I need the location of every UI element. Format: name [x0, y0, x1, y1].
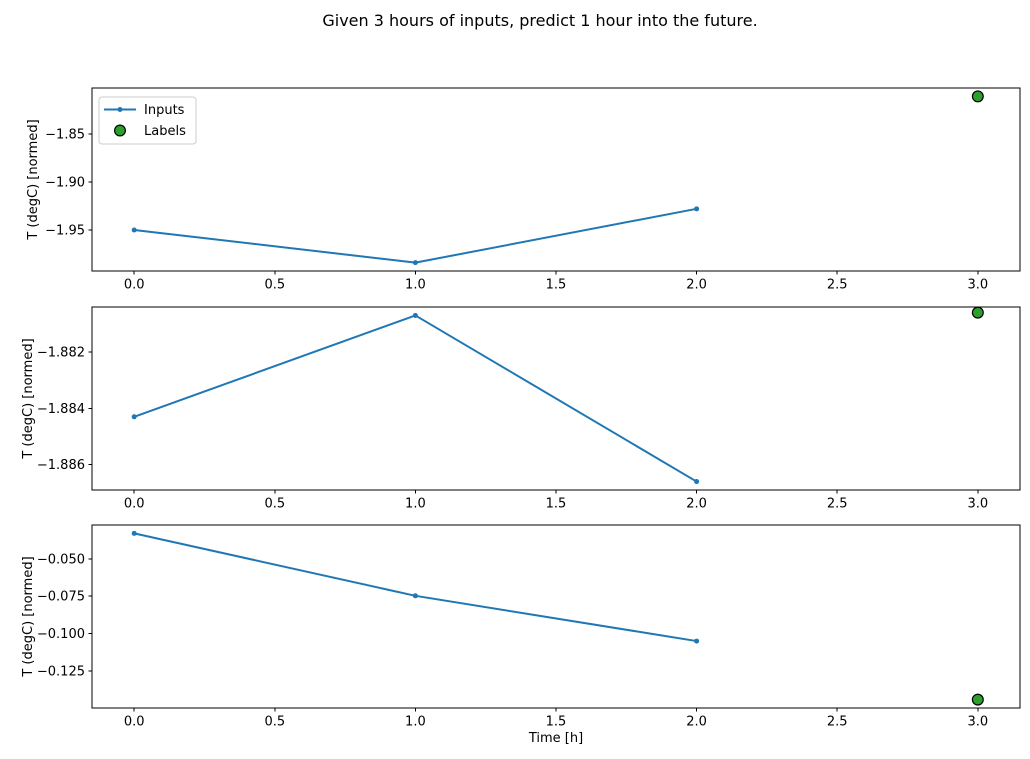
x-tick-label: 0.5 — [264, 715, 285, 730]
inputs-point-marker — [412, 593, 418, 599]
axes-box — [91, 524, 1021, 709]
y-tick-label: −0.050 — [37, 552, 85, 567]
y-tick-label: −1.90 — [45, 175, 85, 190]
labels-point-marker — [971, 306, 984, 319]
x-tick-label: 0.0 — [124, 497, 145, 512]
x-tick-label: 1.5 — [546, 278, 567, 293]
legend-labels-marker — [113, 124, 126, 137]
x-tick-label: 0.5 — [264, 497, 285, 512]
inputs-line — [133, 532, 698, 643]
figure-title: Given 3 hours of inputs, predict 1 hour … — [322, 11, 758, 30]
inputs-point-marker — [412, 260, 418, 266]
subplot-2: −1.882 −1.884 −1.886 0.0 0.5 1.0 1.5 2.0 2.5 3.0 T… — [21, 306, 1021, 512]
inputs-line — [133, 207, 698, 264]
x-tick-label: 0.0 — [124, 278, 145, 293]
subplot-3: −0.050 −0.075 −0.100 −0.125 0.0 0.5 1.0 1.5 2.0 2… — [21, 524, 1021, 746]
legend: Inputs Labels — [98, 96, 197, 145]
axes-box — [91, 87, 1021, 272]
inputs-point-marker — [131, 227, 137, 233]
legend-inputs-marker — [117, 107, 123, 112]
y-tick-label: −1.95 — [45, 223, 85, 238]
subplot-1: −1.85 −1.90 −1.95 0.0 0.5 1.0 1.5 2.0 2.5 3.0 T (d… — [26, 87, 1021, 293]
x-tick-label: 0.5 — [264, 278, 285, 293]
inputs-point-marker — [131, 530, 137, 536]
x-tick-label: 2.0 — [686, 715, 707, 730]
x-tick-label: 0.0 — [124, 715, 145, 730]
x-tick-label: 1.0 — [405, 715, 426, 730]
x-tick-label: 2.5 — [827, 715, 848, 730]
x-axis-label: Time [h] — [528, 731, 583, 746]
x-tick-label: 1.5 — [546, 715, 567, 730]
y-tick-label: −1.882 — [37, 346, 85, 361]
x-tick-label: 1.0 — [405, 497, 426, 512]
inputs-point-marker — [694, 638, 700, 644]
x-tick-label: 3.0 — [967, 715, 988, 730]
inputs-point-marker — [694, 206, 700, 212]
y-tick-label: −1.85 — [45, 127, 85, 142]
x-tick-label: 2.5 — [827, 497, 848, 512]
y-tick-label: −1.884 — [37, 402, 85, 417]
x-tick-label: 2.5 — [827, 278, 848, 293]
legend-labels-label: Labels — [144, 124, 186, 139]
inputs-point-marker — [412, 312, 418, 318]
y-axis-label: T (degC) [normed] — [21, 338, 36, 459]
x-tick-label: 1.0 — [405, 278, 426, 293]
y-tick-label: −0.075 — [37, 590, 85, 605]
x-tick-label: 3.0 — [967, 278, 988, 293]
inputs-point-marker — [131, 414, 137, 420]
labels-point-marker — [971, 90, 984, 103]
x-tick-label: 2.0 — [686, 278, 707, 293]
y-tick-label: −0.125 — [37, 664, 85, 679]
x-tick-label: 1.5 — [546, 497, 567, 512]
y-tick-label: −0.100 — [37, 627, 85, 642]
y-tick-label: −1.886 — [37, 458, 85, 473]
legend-inputs-label: Inputs — [144, 103, 185, 118]
x-tick-label: 3.0 — [967, 497, 988, 512]
inputs-point-marker — [694, 479, 700, 485]
inputs-line — [133, 314, 698, 483]
y-axis-label: T (degC) [normed] — [26, 119, 41, 240]
x-tick-label: 2.0 — [686, 497, 707, 512]
labels-point-marker — [971, 693, 984, 706]
y-axis-label: T (degC) [normed] — [21, 556, 36, 677]
